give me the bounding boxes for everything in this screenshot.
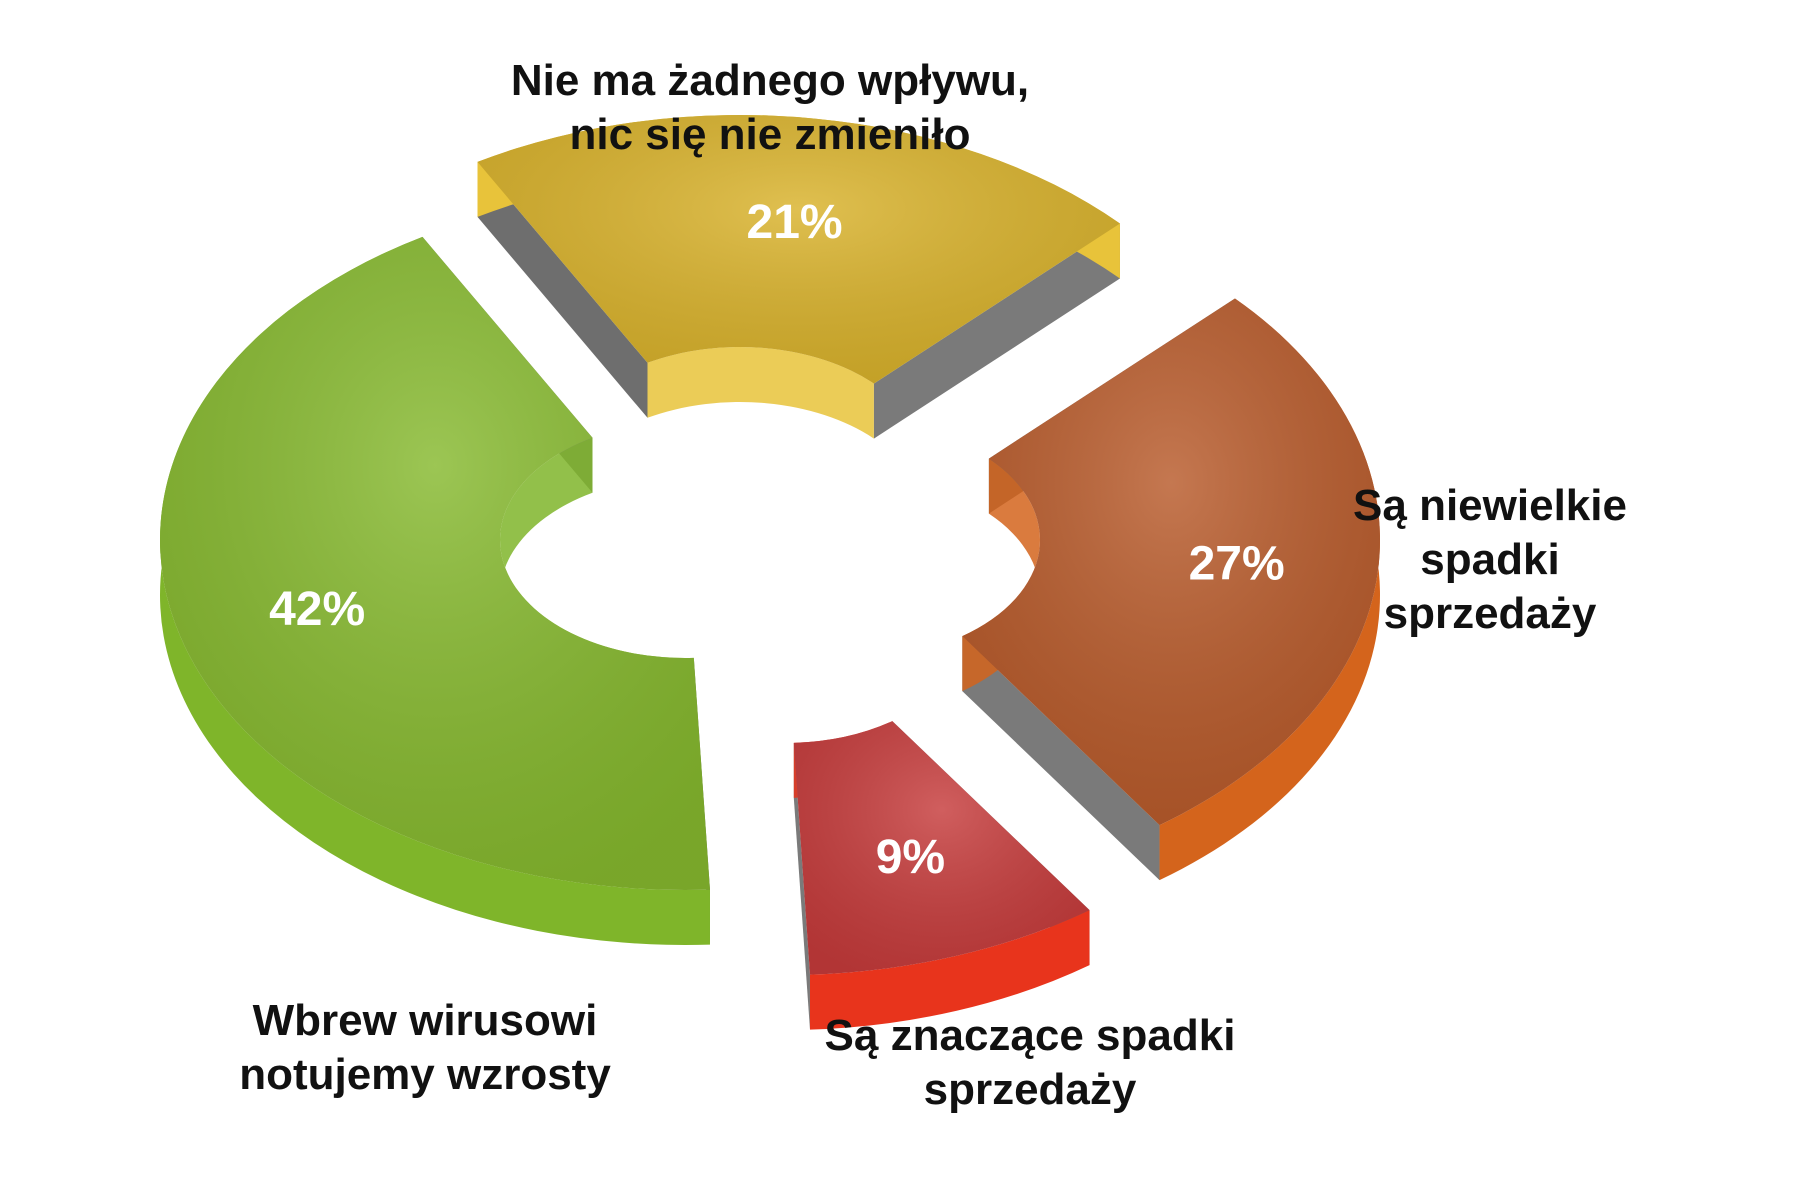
slice-wall (873, 223, 1120, 439)
slice-highlight (477, 115, 1120, 384)
slice-wall (962, 636, 1160, 881)
slice-value-label: 9% (876, 831, 945, 884)
slice-value-label: 27% (1189, 537, 1285, 590)
category-labels: Nie ma żadnego wpływu, nic się nie zmieni… (239, 56, 1627, 1114)
slice-tops (160, 115, 1380, 975)
category-label: Wbrew wirusowi notujemy wzrosty (239, 996, 611, 1099)
category-label: Nie ma żadnego wpływu, nic się nie zmieni… (511, 56, 1029, 159)
slice-highlight (160, 236, 710, 890)
slice-outer-side (1159, 298, 1380, 881)
slice-highlight (962, 298, 1380, 826)
category-label: Są znaczące spadki sprzedaży (825, 1011, 1236, 1114)
slice-wall (793, 742, 810, 1030)
value-labels: 21% 27% 9% 42% (269, 196, 1285, 884)
slice-highlight (793, 721, 1090, 975)
slice-outer-side (809, 910, 1090, 1030)
slice-wall (477, 161, 648, 418)
slice-value-label: 42% (269, 583, 365, 636)
slice-inner-side (647, 347, 874, 439)
slice-value-label: 21% (747, 196, 843, 249)
category-label: Są niewielkie spadki sprzedaży (1353, 481, 1627, 638)
